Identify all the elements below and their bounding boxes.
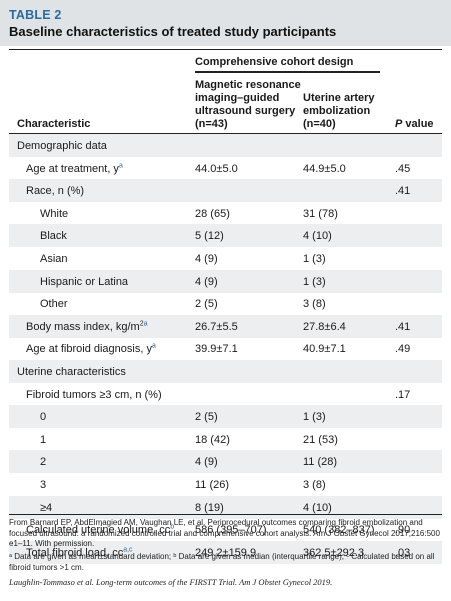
p-value: .90	[395, 524, 411, 537]
table-row: Total fibroid load, cca,c 249.2±159.9 362.…	[9, 540, 442, 564]
table-title: Baseline characteristics of treated stud…	[9, 24, 337, 39]
footnote-marker: a,c	[123, 546, 133, 554]
mri-value: 586 (395–707)	[195, 524, 267, 537]
table-row: 2 4 (9) 11 (28)	[9, 450, 442, 474]
p-value: .49	[395, 343, 411, 356]
table-row: Race, n (%) .41	[9, 179, 442, 203]
table-header: TABLE 2 Baseline characteristics of trea…	[0, 0, 451, 46]
table-row: Age at fibroid diagnosis, ya 39.9±7.1 40.9…	[9, 337, 442, 360]
uae-value: 11 (28)	[303, 456, 338, 469]
column-header-characteristic: Characteristic	[17, 118, 91, 130]
table-row: Fibroid tumors ≥3 cm, n (%) .17	[9, 383, 442, 406]
p-value: .41	[395, 185, 411, 198]
uae-value: 27.8±6.4	[303, 320, 346, 333]
table-row: 1 18 (42) 21 (53)	[9, 428, 442, 451]
table-row: White 28 (65) 31 (78)	[9, 202, 442, 225]
column-header-p-value: P value	[395, 118, 434, 130]
footnote-source: From Barnard EP, AbdElmagied AM, Vaughan…	[9, 518, 440, 548]
p-value: .41	[395, 320, 411, 333]
table-row: Demographic data	[9, 134, 442, 157]
table-row: 3 11 (26) 3 (8)	[9, 473, 442, 496]
footnote-marker: a	[118, 161, 123, 169]
p-value: .03	[395, 546, 411, 559]
row-label: Fibroid tumors ≥3 cm, n (%)	[26, 388, 162, 401]
row-label: Total fibroid load, cca,c	[26, 546, 133, 559]
mri-value: 26.7±5.5	[195, 320, 238, 333]
uae-value: 31 (78)	[303, 207, 338, 220]
p-value: .17	[395, 388, 411, 401]
row-label: Other	[40, 298, 68, 311]
row-label: 3	[40, 479, 47, 491]
row-label: Race, n (%)	[26, 185, 85, 198]
row-label: 2	[40, 456, 47, 469]
table-row: Asian 4 (9) 1 (3)	[9, 247, 442, 270]
mri-value: 11 (26)	[195, 479, 230, 491]
row-label: Asian	[40, 253, 68, 265]
row-label: Hispanic or Latina	[40, 275, 129, 288]
mri-value: 2 (5)	[195, 411, 218, 424]
row-label: ≥4	[40, 501, 53, 514]
table-row: Body mass index, kg/m2a 26.7±5.5 27.8±6.4.…	[9, 314, 442, 338]
mri-value: 4 (9)	[195, 456, 218, 469]
row-label: Uterine characteristics	[17, 366, 126, 378]
footnote-marker: 2a	[139, 320, 148, 328]
mri-value: 249.2±159.9	[195, 546, 257, 559]
row-label: Demographic data	[17, 140, 107, 152]
row-label: 0	[40, 411, 47, 424]
uae-value: 1 (3)	[303, 411, 326, 424]
footnote-citation: Laughlin-Tommaso et al. Long-term outcom…	[9, 577, 333, 587]
table-row: Uterine characteristics	[9, 360, 442, 383]
header-rule	[9, 133, 442, 134]
top-rule	[9, 49, 442, 50]
table-row: Age at treatment, ya 44.0±5.0 44.9±5.0 .45	[9, 157, 442, 180]
table-row: Hispanic or Latina 4 (9) 1 (3)	[9, 269, 442, 293]
mri-value: 18 (42)	[195, 433, 230, 446]
bottom-rule	[9, 514, 442, 515]
uae-value: 4 (10)	[303, 230, 332, 243]
row-label: 1	[40, 433, 47, 446]
group-rule	[195, 71, 380, 73]
table-number: TABLE 2	[9, 8, 62, 22]
row-label: Black	[40, 230, 67, 243]
p-value: .45	[395, 162, 411, 175]
table-row: 0 2 (5) 1 (3)	[9, 405, 442, 429]
uae-value: 3 (8)	[303, 479, 326, 491]
uae-value: 1 (3)	[303, 253, 326, 265]
column-group-header: Comprehensive cohort design	[195, 56, 354, 68]
table-row: ≥4 8 (19) 4 (10)	[9, 495, 442, 519]
mri-value: 5 (12)	[195, 230, 224, 243]
uae-value: 21 (53)	[303, 433, 338, 446]
table-row: Other 2 (5) 3 (8)	[9, 292, 442, 315]
uae-value: 540 (382–837)	[303, 524, 375, 537]
mri-value: 8 (19)	[195, 501, 224, 514]
uae-value: 1 (3)	[303, 275, 326, 288]
footnote-marker: b	[170, 523, 175, 531]
uae-value: 44.9±5.0	[303, 162, 346, 175]
uae-value: 3 (8)	[303, 298, 326, 311]
row-label: Age at fibroid diagnosis, ya	[26, 342, 156, 356]
table-row: Black 5 (12) 4 (10)	[9, 224, 442, 248]
mri-value: 4 (9)	[195, 275, 218, 288]
uae-value: 40.9±7.1	[303, 343, 346, 356]
footnote-marker: a	[151, 342, 156, 350]
uae-value: 362.5±292.3	[303, 546, 365, 559]
footnote-notes: ᵃ Data are given as mean±standard deviat…	[9, 552, 435, 572]
row-label: Calculated uterine volume, ccb	[26, 523, 175, 537]
mri-value: 4 (9)	[195, 253, 218, 265]
table-row: Calculated uterine volume, ccb 586 (395–7…	[9, 518, 442, 541]
uae-value: 4 (10)	[303, 501, 332, 514]
mri-value: 28 (65)	[195, 207, 230, 220]
row-label: Body mass index, kg/m2a	[26, 320, 148, 333]
row-label: White	[40, 207, 69, 220]
mri-value: 2 (5)	[195, 298, 218, 311]
mri-value: 44.0±5.0	[195, 162, 238, 175]
row-label: Age at treatment, ya	[26, 161, 123, 175]
mri-value: 39.9±7.1	[195, 343, 238, 356]
